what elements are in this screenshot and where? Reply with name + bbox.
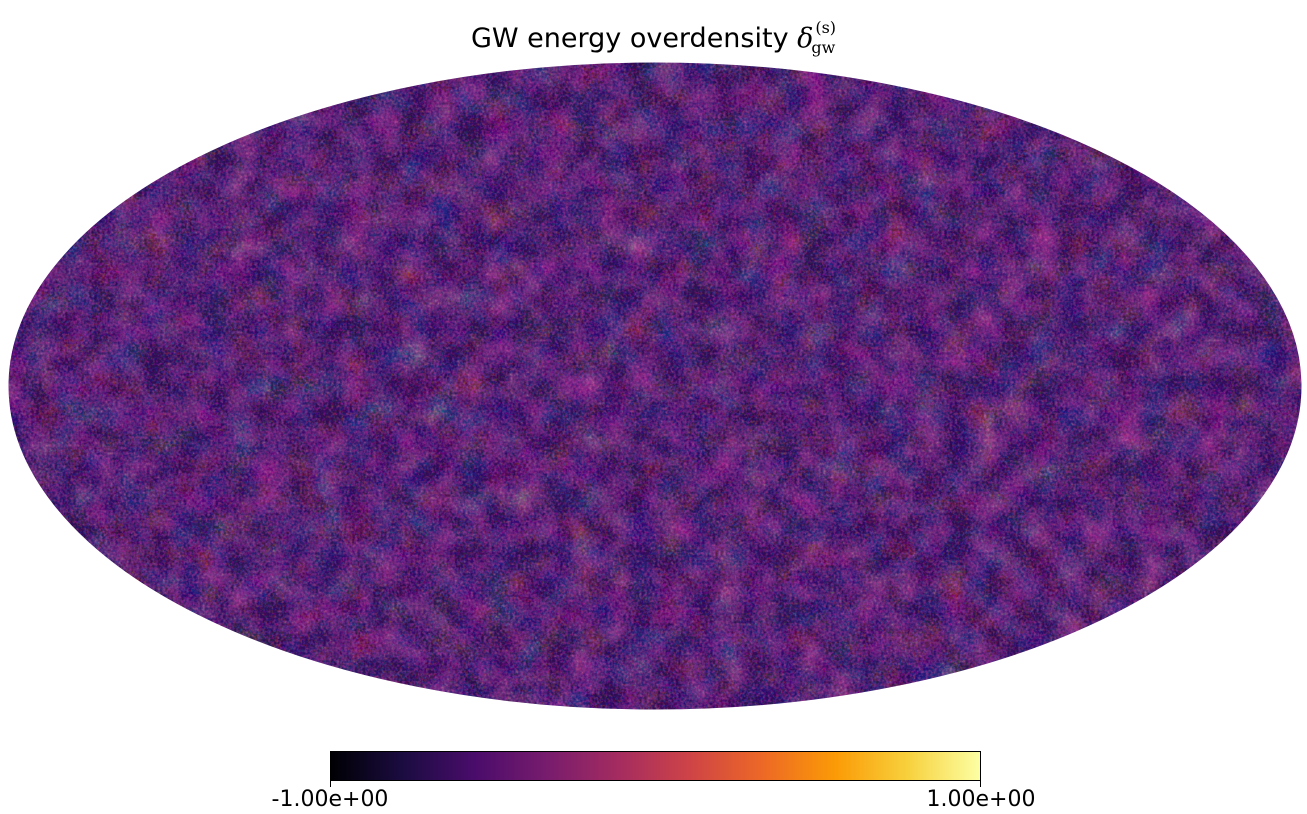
sky-map-pixels xyxy=(8,62,1302,710)
colorbar-tick-min xyxy=(330,781,331,787)
title-subscript: gw xyxy=(811,38,836,57)
mollweide-sky-map xyxy=(7,61,1303,711)
title-text: GW energy overdensity xyxy=(470,23,798,54)
colorbar-tick-max xyxy=(980,781,981,787)
map-title: GW energy overdensity δgw(s) xyxy=(0,8,1307,68)
map-outline xyxy=(7,61,1303,711)
title-symbol: δ xyxy=(797,23,814,54)
title-superscript: (s) xyxy=(815,18,837,37)
colorbar-max-label: 1.00e+00 xyxy=(926,787,1036,812)
colorbar-min-label: -1.00e+00 xyxy=(271,787,389,812)
colorbar xyxy=(330,751,981,781)
